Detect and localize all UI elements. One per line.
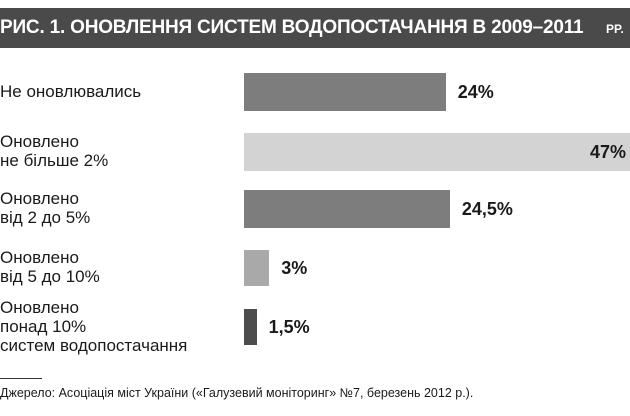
bar	[244, 250, 270, 286]
bar	[244, 73, 446, 111]
source-divider	[0, 378, 42, 379]
value-label: 47%	[590, 142, 627, 162]
category-label: Не оновлювались	[0, 81, 142, 101]
category-label: Оновлено від 2 до 5%	[0, 189, 91, 227]
value-label: 1,5%	[268, 317, 310, 337]
category-label: Оновлено від 5 до 10%	[0, 248, 100, 286]
category-label: Оновлено понад 10% систем водопостачання	[0, 297, 188, 355]
chart-title-tail: PP.	[606, 22, 624, 36]
chart-title: РИС. 1. ОНОВЛЕННЯ СИСТЕМ ВОДОПОСТАЧАННЯ …	[0, 17, 584, 38]
category-label: Оновлено не більше 2%	[0, 132, 109, 170]
value-label: 3%	[281, 258, 308, 278]
bar	[244, 133, 630, 171]
value-label: 24%	[457, 82, 494, 102]
source-note: Джерело: Асоціація міст України («Галузе…	[0, 386, 474, 400]
bar	[244, 309, 257, 345]
title-bar: РИС. 1. ОНОВЛЕННЯ СИСТЕМ ВОДОПОСТАЧАННЯ …	[0, 8, 630, 48]
bar	[244, 190, 450, 228]
value-label: 24,5%	[461, 199, 513, 219]
